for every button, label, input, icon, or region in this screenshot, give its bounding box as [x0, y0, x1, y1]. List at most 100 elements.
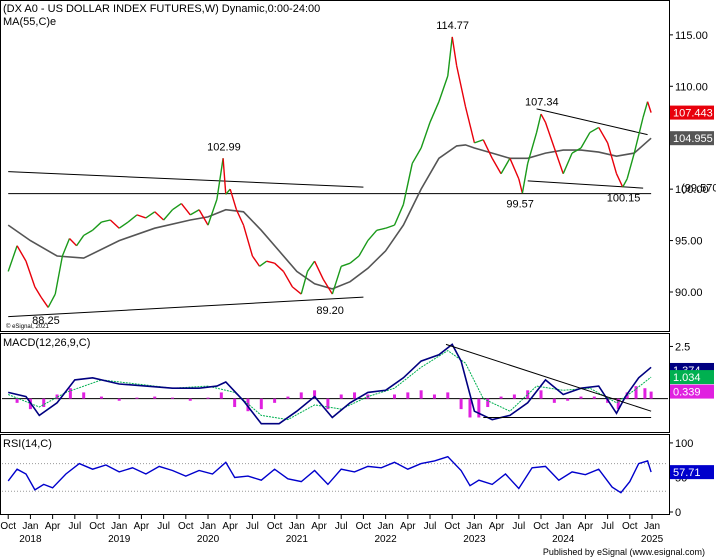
price-segment [358, 240, 369, 257]
macd-histogram-bar [135, 397, 139, 399]
price-segment [92, 221, 102, 231]
x-month-label: Oct [178, 521, 194, 532]
price-segment [615, 173, 624, 188]
price-segment [393, 204, 405, 226]
x-month-label: Oct [622, 521, 638, 532]
price-segment [242, 224, 254, 257]
macd-histogram-bar [15, 398, 19, 403]
macd-histogram-bar [419, 390, 423, 399]
price-segment [553, 147, 564, 174]
x-year-label: 2019 [108, 534, 131, 545]
macd-histogram-bar [446, 392, 450, 399]
x-year-label: 2023 [463, 534, 486, 545]
x-year-label: 2020 [197, 534, 220, 545]
macd-histogram-bar [353, 392, 357, 399]
price-segment [225, 188, 231, 195]
price-segment [189, 209, 200, 216]
price-segment [127, 214, 138, 223]
macd-histogram-bar [259, 398, 263, 410]
macd-histogram-bar [82, 392, 86, 399]
price-ytick-label: 110.00 [675, 81, 708, 93]
price-segment [313, 260, 325, 280]
price-segment [464, 106, 476, 144]
macd-histogram-bar [99, 396, 103, 399]
price-segment [76, 235, 85, 247]
price-segment [274, 262, 284, 272]
price-segment [207, 199, 218, 226]
rsi-ytick-label: 0 [675, 507, 681, 519]
x-axis: Oct Jan Apr Jul Oct Jan Apr Jul Oct Jan Apr Jul Oct J… [0, 515, 664, 545]
macd-histogram-bar [219, 392, 223, 399]
rsi-title: RSI(14,C) [3, 438, 52, 450]
price-segment [229, 188, 238, 210]
macd-last-value-box [670, 384, 714, 399]
macd-histogram-bar [233, 398, 237, 408]
x-year-label: 2022 [374, 534, 397, 545]
macd-line [8, 343, 652, 425]
macd-histogram-bar [616, 398, 620, 410]
macd-histogram-bar [649, 391, 653, 399]
price-segment [438, 75, 449, 102]
macd-title: MACD(12,26,9,C) [3, 337, 90, 349]
price-annotation: 100.15 [607, 193, 641, 205]
price-annotation: (99.570) [681, 183, 716, 195]
macd-histogram-bar [273, 398, 277, 403]
price-segment [474, 139, 484, 144]
price-segment [83, 229, 93, 237]
price-segment [626, 152, 635, 180]
price-segment [180, 203, 191, 216]
x-month-label: Jul [601, 521, 614, 532]
price-segment [266, 260, 275, 264]
macd-histogram-bar [579, 396, 583, 399]
moving-average-line [7, 137, 652, 290]
x-month-label: Jul [512, 521, 525, 532]
price-segment [349, 255, 360, 264]
macd-histogram-bar [512, 394, 516, 399]
price-segment [606, 142, 618, 174]
x-year-label: 2018 [19, 534, 42, 545]
macd-histogram-bar [486, 398, 490, 408]
x-month-label: Jan [111, 521, 127, 532]
ma-label: MA(55,C)e [3, 16, 56, 28]
price-trendline [8, 296, 364, 318]
macd-histogram-bar [592, 396, 596, 399]
macd-histogram-bar [477, 398, 481, 418]
x-month-label: Oct [267, 521, 283, 532]
macd-histogram-bar [552, 398, 556, 403]
macd-last-value-label: 1.034 [673, 372, 701, 384]
price-segment [376, 227, 386, 231]
price-segment [447, 36, 453, 77]
macd-histogram-bar [566, 398, 570, 401]
price-segment [16, 245, 27, 262]
price-panel-frame [0, 0, 670, 332]
macd-histogram-bar [499, 396, 503, 399]
macd-histogram-bar [634, 386, 638, 399]
price-ytick-label: 95.00 [675, 236, 703, 248]
macd-histogram-bar [42, 398, 46, 408]
macd-histogram-bar [188, 398, 192, 401]
rsi-ytick-label: 100 [675, 438, 693, 450]
price-segment [589, 126, 600, 134]
x-month-label: Jul [68, 521, 81, 532]
x-month-label: Oct [356, 521, 372, 532]
macd-histogram-bar [339, 394, 343, 399]
macd-histogram-bar [643, 388, 647, 399]
x-month-label: Jul [246, 521, 259, 532]
x-month-label: Jan [22, 521, 38, 532]
x-month-label: Oct [89, 521, 105, 532]
price-ytick-label: 100.00 [675, 184, 709, 196]
rsi-last-value-box [670, 465, 714, 480]
price-segment [47, 293, 56, 308]
price-segment [411, 147, 422, 164]
x-month-label: Jan [289, 521, 305, 532]
price-segment [527, 132, 538, 164]
price-segment [340, 262, 351, 267]
price-segment [331, 266, 342, 295]
macd-histogram-bar [432, 394, 436, 399]
footer-published: Published by eSignal (www.esignal.com) [543, 547, 705, 557]
x-month-label: Jul [157, 521, 170, 532]
rsi-panel-frame [0, 434, 670, 515]
price-segment [451, 36, 458, 66]
x-month-label: Jan [644, 521, 660, 532]
